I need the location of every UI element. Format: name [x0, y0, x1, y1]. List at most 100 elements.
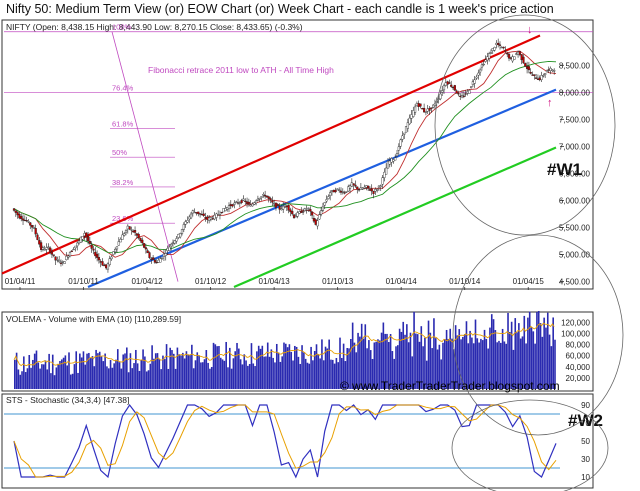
candle-body — [177, 233, 180, 238]
wave-2-label: #W2 — [568, 411, 603, 430]
candle-body — [262, 194, 265, 196]
volume-bar — [489, 327, 491, 389]
volume-bar — [201, 362, 204, 389]
volume-bar — [384, 333, 386, 389]
candle-body — [166, 248, 169, 251]
fib-level-label: 61.8% — [112, 120, 134, 129]
volume-bar — [393, 358, 395, 389]
candle-body — [267, 196, 270, 199]
candle-body — [23, 219, 26, 222]
volume-bar — [330, 359, 332, 389]
stochastic-d-line — [13, 404, 557, 478]
price-y-tick-label: 7,000.00 — [559, 142, 591, 151]
candle-body — [85, 232, 88, 238]
volume-bar — [509, 332, 511, 389]
volume-bar — [115, 359, 117, 389]
volume-bar — [469, 330, 471, 389]
stochastic-y-tick-label: 50 — [581, 437, 590, 446]
volume-bar — [339, 337, 341, 389]
candle-body — [423, 107, 426, 113]
candle-body — [150, 258, 153, 260]
candle-body — [538, 77, 541, 81]
volume-bar — [436, 349, 439, 389]
volume-bar — [64, 355, 67, 389]
volume-bar — [158, 358, 161, 389]
volume-bar — [324, 346, 327, 389]
candle-body — [361, 187, 364, 190]
candle-body — [49, 247, 52, 253]
candle-body — [247, 201, 250, 204]
candle-body — [137, 233, 140, 239]
price-y-tick-label: 4,500.00 — [559, 278, 591, 287]
volume-bar — [494, 330, 497, 389]
volume-bar — [59, 361, 61, 389]
volume-bar — [299, 363, 302, 389]
candle-body — [191, 210, 194, 214]
volume-bar — [151, 345, 153, 389]
volume-bar — [21, 371, 23, 389]
candle-body — [379, 185, 382, 187]
candle-body — [305, 209, 308, 211]
volume-bar — [386, 333, 388, 389]
candle-body — [208, 217, 211, 221]
candle-body — [38, 240, 41, 245]
price-x-tick-label: 01/04/13 — [259, 277, 291, 286]
candle-body — [283, 206, 287, 208]
volume-bar — [265, 356, 267, 389]
volume-bar — [353, 342, 356, 389]
volume-bar — [301, 345, 303, 389]
volume-bar — [194, 360, 197, 389]
candle-body — [92, 248, 95, 251]
candle-body — [321, 206, 325, 211]
volume-bar — [548, 334, 551, 389]
fib-note: Fibonacci retrace 2011 low to ATH - All … — [148, 65, 334, 75]
volume-bar — [133, 363, 135, 389]
price-x-tick-label: 01/04/14 — [386, 277, 418, 286]
candle-body — [397, 146, 400, 151]
candle-body — [215, 213, 218, 218]
stochastic-y-tick-label: 10 — [581, 473, 590, 482]
candle-body — [354, 184, 357, 187]
candle-body — [30, 225, 34, 228]
candle-body — [493, 47, 496, 51]
price-x-tick-label: 01/10/13 — [322, 277, 354, 286]
volume-bar — [165, 344, 168, 389]
candle-body — [115, 246, 119, 250]
volume-bar — [144, 356, 146, 389]
volume-bar — [100, 356, 103, 389]
volume-bar — [48, 353, 50, 389]
volume-bar — [230, 368, 233, 389]
candle-body — [124, 230, 128, 233]
candle-body — [278, 206, 281, 210]
candle-body — [81, 236, 84, 240]
volume-bar — [355, 352, 358, 389]
candle-body — [231, 204, 234, 207]
volume-y-tick-label: 40,000 — [566, 363, 591, 372]
candle-body — [206, 216, 209, 220]
volume-bar — [84, 364, 87, 389]
volume-bar — [68, 352, 70, 389]
candle-body — [547, 69, 550, 71]
candle-body — [392, 159, 395, 162]
volume-bar — [127, 372, 130, 389]
volume-bar — [380, 332, 383, 389]
volume-bar — [216, 346, 218, 389]
volume-bar — [362, 338, 365, 389]
volume-bar — [232, 358, 235, 389]
volume-bar — [395, 346, 397, 389]
volume-bar — [259, 348, 262, 389]
candle-body — [43, 249, 46, 251]
candle-body — [260, 196, 263, 198]
volume-bar — [82, 351, 85, 389]
volume-bar — [203, 359, 206, 389]
candle-body — [72, 248, 75, 251]
volume-bar — [236, 342, 238, 389]
candle-body — [68, 252, 72, 257]
volume-bar — [248, 364, 251, 389]
volume-bar — [136, 363, 139, 389]
volume-bar — [124, 353, 126, 389]
candle-body — [386, 161, 390, 169]
candle-body — [14, 210, 17, 213]
volume-bar — [541, 336, 544, 389]
candle-body — [200, 214, 203, 216]
